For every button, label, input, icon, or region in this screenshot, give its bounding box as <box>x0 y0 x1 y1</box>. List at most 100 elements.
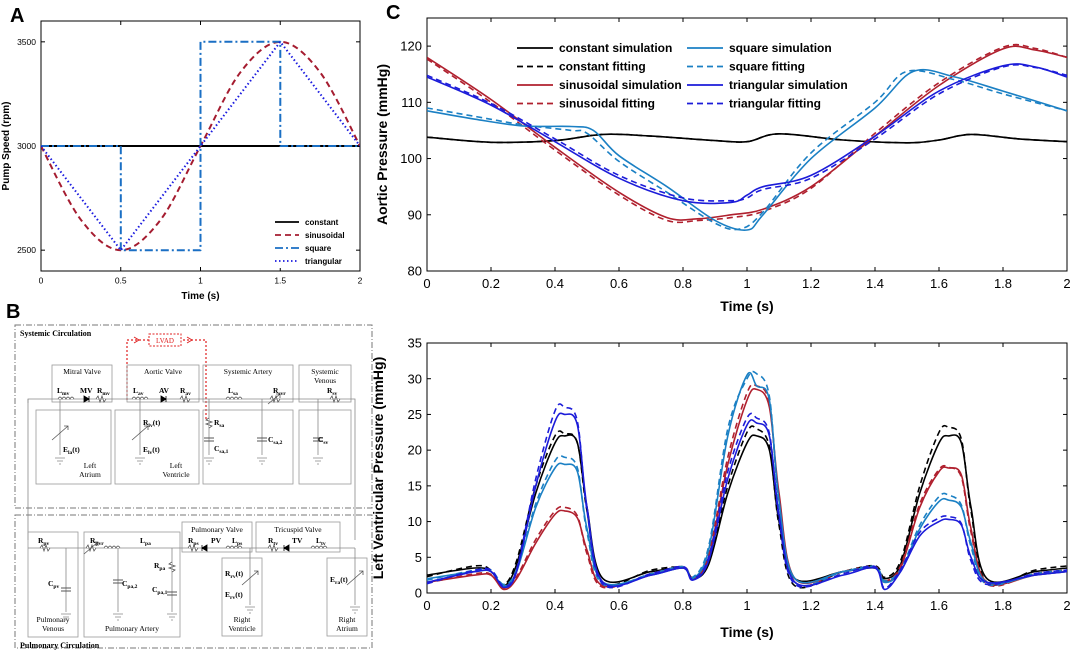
c1-series-square-simulation <box>427 68 1067 231</box>
a-y-tick-label: 3000 <box>17 141 36 151</box>
ground-symbols-pulmonary <box>61 606 360 621</box>
c1-legend-label-constant-simulation: constant simulation <box>559 41 672 55</box>
c2-y-tick-label: 15 <box>408 478 422 493</box>
c1-x-tick-label: 0.6 <box>610 276 628 291</box>
label-rpa: Rpa <box>154 561 165 572</box>
systemic-artery-label: Systemic Artery <box>224 367 273 376</box>
c1-legend-label-sinusoidal-simulation: sinusoidal simulation <box>559 78 682 92</box>
c1-legend-label-square-simulation: square simulation <box>729 41 832 55</box>
c2-x-tick-label: 2 <box>1063 598 1070 613</box>
label-csa2: Csa,2 <box>268 435 283 446</box>
c2-x-tick-label: 0.4 <box>546 598 564 613</box>
inductor-symbols-systemic <box>57 396 243 400</box>
left-ventricle-label-1: Left <box>170 461 183 470</box>
c2-x-tick-label: 1 <box>743 598 750 613</box>
c1-series-sinusoidal-simulation <box>427 45 1067 221</box>
tricuspid-valve-label: Tricuspid Valve <box>274 525 322 534</box>
c1-x-tick-label: 1 <box>743 276 750 291</box>
c2-y-tick-label: 0 <box>415 586 422 601</box>
left-atrium-label-1: Left <box>84 461 97 470</box>
c2-series-sinusoidal-fitting <box>427 383 1067 589</box>
label-rps: Rps <box>188 536 199 547</box>
chart-pump-speed: 0 0.5 1 1.5 2 2500 3000 3500 Time (s) Pump Speed … <box>1 20 363 302</box>
c1-legend-label-triangular-fitting: triangular fitting <box>729 97 821 111</box>
systemic-venous-label-2: Venous <box>314 376 336 385</box>
label-elv: Elv(t) <box>143 445 160 456</box>
label-rpvr: Rpvr <box>90 536 104 547</box>
aortic-valve-box <box>126 364 200 403</box>
capacitor-plates-systemic <box>204 437 323 442</box>
a-legend-label-sinusoidal: sinusoidal <box>305 231 345 240</box>
c2-y-tick-label: 10 <box>408 514 422 529</box>
systemic-venous-lower-box <box>298 409 352 485</box>
diode-symbols-pulmonary <box>201 544 290 552</box>
systemic-box <box>14 324 373 509</box>
left-ventricle-box <box>114 409 200 485</box>
pulmonary-valve-label: Pulmonary Valve <box>191 525 243 534</box>
c2-x-tick-label: 0.2 <box>482 598 500 613</box>
c1-y-tick-label: 80 <box>408 264 422 279</box>
label-lpa: Lpa <box>140 536 151 547</box>
a-x-tick-label: 1.5 <box>274 276 286 286</box>
c2-x-axis-label: Time (s) <box>720 624 773 640</box>
a-legend-label-square: square <box>305 244 332 253</box>
right-atrium-label-1: Right <box>339 615 357 624</box>
right-ventricle-label-2: Ventricle <box>228 624 256 633</box>
label-ela: Ela(t) <box>63 445 80 456</box>
label-rsa: Rsa <box>214 418 225 429</box>
left-atrium-label-2: Atrium <box>79 470 101 479</box>
label-rtv: Rtv <box>268 536 278 547</box>
c1-x-tick-label: 1.8 <box>994 276 1012 291</box>
c1-x-tick-label: 2 <box>1063 276 1070 291</box>
pulmonary-artery-label: Pulmonary Artery <box>105 624 159 633</box>
label-era: Era(t) <box>330 575 348 586</box>
inductor-symbols-pulmonary <box>103 545 328 549</box>
c1-y-tick-label: 110 <box>401 95 422 110</box>
c2-series-triangular-simulation <box>427 412 1067 591</box>
c1-y-axis-label: Aortic Pressure (mmHg) <box>374 64 390 225</box>
a-y-tick-label: 3500 <box>17 37 36 47</box>
c2-y-axis-label: Left Ventricular Pressure (mmHg) <box>370 357 386 580</box>
systemic-artery-lower-box <box>202 409 294 485</box>
c1-legend-label-constant-fitting: constant fitting <box>559 60 646 74</box>
lvad-box <box>148 333 182 347</box>
label-rpv: Rpv <box>38 536 49 547</box>
right-atrium-label-2: Atrium <box>336 624 358 633</box>
label-erv: Erv(t) <box>225 590 243 601</box>
label-rsv: Rsv <box>327 386 338 397</box>
a-x-tick-label: 0.5 <box>115 276 127 286</box>
lvad-label: LVAD <box>156 337 174 345</box>
mitral-valve-box <box>51 364 113 403</box>
c2-series-constant-simulation <box>427 434 1067 587</box>
pulmonary-venous-box <box>27 531 79 638</box>
label-lps: Lps <box>232 536 242 547</box>
lvad-arrows <box>133 336 193 344</box>
label-ltv: Ltv <box>316 536 326 547</box>
aortic-valve-label: Aortic Valve <box>144 367 183 376</box>
label-mv: MV <box>80 386 93 395</box>
c2-series-square-simulation <box>427 371 1067 587</box>
c2-x-tick-label: 1.8 <box>994 598 1012 613</box>
c1-legend-label-sinusoidal-fitting: sinusoidal fitting <box>559 97 655 111</box>
c1-legend-label-triangular-simulation: triangular simulation <box>729 78 848 92</box>
tricuspid-valve-box <box>255 521 341 553</box>
ground-symbols-systemic <box>55 457 323 465</box>
chart-aortic-pressure: 0 0.2 0.4 0.6 0.8 1 1.2 1.4 1.6 1.8 2 80 90 100 110 120… <box>374 17 1071 314</box>
systemic-venous-box <box>298 364 352 403</box>
label-lav: Lav <box>133 386 144 397</box>
label-lsa: Lsa <box>228 386 238 397</box>
c1-x-axis-label: Time (s) <box>720 298 773 314</box>
c2-x-tick-label: 1.6 <box>930 598 948 613</box>
c1-y-tick-label: 100 <box>400 151 422 166</box>
c2-x-tick-label: 1.4 <box>866 598 884 613</box>
a-legend-label-constant: constant <box>305 218 339 227</box>
c1-legend-label-square-fitting: square fitting <box>729 60 805 74</box>
panel-label-a: A <box>10 5 24 27</box>
resistor-symbols-systemic <box>95 394 341 429</box>
label-csa1: Csa,1 <box>214 444 229 455</box>
a-series-square <box>41 40 360 252</box>
label-rsvr: Rsvr <box>273 386 286 397</box>
c2-series-triangular-fitting <box>427 403 1067 589</box>
c2-series-square-fitting <box>427 370 1067 587</box>
